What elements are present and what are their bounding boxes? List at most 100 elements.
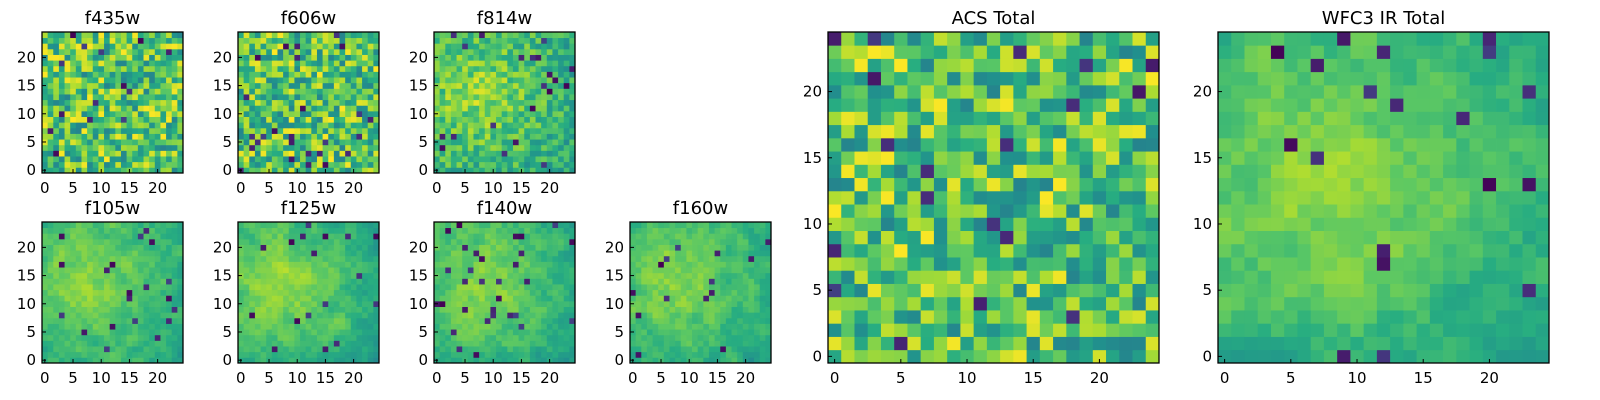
heatmap-cell <box>450 284 457 291</box>
heatmap-cell <box>641 317 648 324</box>
heatmap-cell <box>529 127 536 134</box>
heatmap-cell <box>680 244 687 251</box>
heatmap-cell <box>467 43 474 50</box>
heatmap-cell <box>345 105 352 112</box>
heatmap-cell <box>104 289 111 296</box>
heatmap-cell <box>92 43 99 50</box>
heatmap-cell <box>266 32 273 39</box>
heatmap-cell <box>675 346 682 353</box>
heatmap-cell <box>53 306 60 313</box>
heatmap-cell <box>569 71 576 78</box>
heatmap-cell <box>742 255 749 262</box>
heatmap-cell <box>277 48 284 55</box>
heatmap-cell <box>373 77 380 84</box>
heatmap-cell <box>484 133 491 140</box>
heatmap-cell <box>541 284 548 291</box>
heatmap-cell <box>373 43 380 50</box>
heatmap-cell <box>328 139 335 146</box>
heatmap-cell <box>546 250 553 257</box>
heatmap-cell <box>907 111 922 126</box>
heatmap-cell <box>104 105 111 112</box>
heatmap-cell <box>496 272 503 279</box>
heatmap-cell <box>328 167 335 174</box>
heatmap-cell <box>177 94 184 101</box>
heatmap-cell <box>288 77 295 84</box>
heatmap-cell <box>1092 283 1107 298</box>
heatmap-cell <box>316 60 323 67</box>
heatmap-cell <box>75 54 82 61</box>
heatmap-cell <box>552 346 559 353</box>
heatmap-cell <box>160 144 167 151</box>
heatmap-cell <box>311 284 318 291</box>
heatmap-cell <box>933 283 948 298</box>
heatmap-cell <box>305 94 312 101</box>
heatmap-cell <box>686 267 693 274</box>
heatmap-cell <box>266 284 273 291</box>
heatmap-cell <box>703 278 710 285</box>
heatmap-cell <box>558 351 565 358</box>
heatmap-cell <box>132 99 139 106</box>
heatmap-cell <box>288 60 295 67</box>
heatmap-cell <box>558 244 565 251</box>
heatmap-cell <box>149 82 156 89</box>
heatmap-cell <box>288 99 295 106</box>
heatmap-cell <box>160 77 167 84</box>
heatmap-cell <box>558 340 565 347</box>
heatmap-cell <box>87 54 94 61</box>
heatmap-cell <box>115 233 122 240</box>
heatmap-cell <box>933 270 948 284</box>
heatmap-cell <box>467 233 474 240</box>
heatmap-cell <box>345 150 352 157</box>
heatmap-cell <box>120 300 127 307</box>
heatmap-cell <box>748 357 755 364</box>
heatmap-cell <box>456 227 463 234</box>
heatmap-cell <box>714 312 721 319</box>
heatmap-cell <box>132 94 139 101</box>
heatmap-cell <box>58 65 65 72</box>
heatmap-cell <box>686 222 693 229</box>
heatmap-cell <box>339 167 346 174</box>
heatmap-cell <box>171 54 178 61</box>
heatmap-cell <box>166 306 173 313</box>
heatmap-cell <box>98 71 105 78</box>
heatmap-cell <box>81 48 88 55</box>
heatmap-cell <box>986 336 1001 351</box>
heatmap-cell <box>692 250 699 257</box>
heatmap-cell <box>894 230 908 245</box>
heatmap-cell <box>92 116 99 123</box>
heatmap-cell <box>373 150 380 157</box>
heatmap-cell <box>518 289 525 296</box>
heatmap-cell <box>98 340 105 347</box>
heatmap-cell <box>496 94 503 101</box>
heatmap-cell <box>473 284 480 291</box>
heatmap-cell <box>641 233 648 240</box>
heatmap-cell <box>439 144 446 151</box>
heatmap-cell <box>1039 310 1054 324</box>
heatmap-cell <box>283 238 290 245</box>
heatmap-cell <box>641 255 648 262</box>
heatmap-cell <box>484 255 491 262</box>
heatmap-cell <box>501 278 508 285</box>
heatmap-cell <box>686 306 693 313</box>
heatmap-cell <box>171 139 178 146</box>
heatmap-cell <box>524 340 531 347</box>
heatmap-cell <box>960 283 975 298</box>
heatmap-cell <box>75 133 82 140</box>
heatmap-cell <box>828 243 842 258</box>
heatmap-cell <box>243 329 250 336</box>
heatmap-cell <box>271 289 278 296</box>
heatmap-cell <box>462 351 469 358</box>
heatmap-cell <box>277 244 284 251</box>
heatmap-cell <box>339 238 346 245</box>
heatmap-cell <box>64 48 71 55</box>
heatmap-cell <box>669 238 676 245</box>
heatmap-cell <box>680 357 687 364</box>
heatmap-cell <box>742 272 749 279</box>
heatmap-cell <box>973 257 988 271</box>
heatmap-cell <box>42 144 49 151</box>
heatmap-cell <box>541 99 548 106</box>
heatmap-cell <box>104 222 111 229</box>
heatmap-cell <box>367 150 374 157</box>
heatmap-cell <box>907 310 922 324</box>
heatmap-cell <box>669 312 676 319</box>
